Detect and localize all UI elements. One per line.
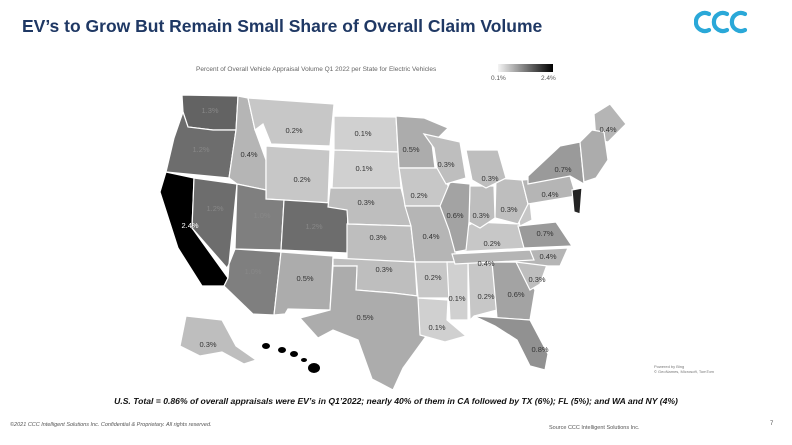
state-label-ak: 0.3% [199, 340, 216, 349]
state-label-ar: 0.2% [424, 273, 441, 282]
state-shape-ak [179, 315, 258, 365]
source-note: Source CCC Intelligent Solutions Inc. [549, 425, 640, 431]
state-shape-in [468, 185, 496, 229]
state-shape-nv [191, 177, 238, 270]
hawaii-island-1 [262, 343, 270, 349]
state-label-nc: 0.4% [539, 252, 556, 261]
state-label-mn: 0.5% [402, 145, 419, 154]
state-label-il: 0.6% [446, 211, 463, 220]
state-label-mo: 0.4% [422, 232, 439, 241]
state-shape-new-england [579, 129, 609, 183]
copyright-notice: ©2021 CCC Intelligent Solutions Inc. Con… [10, 422, 212, 428]
legend-gradient [498, 64, 553, 72]
state-shape-fl [473, 315, 549, 371]
state-label-mi: 0.3% [481, 174, 498, 183]
hawaii-island-3 [290, 351, 298, 357]
state-label-az: 1.0% [244, 267, 261, 276]
state-label-ut: 1.0% [253, 211, 270, 220]
state-label-wy: 0.2% [293, 175, 310, 184]
state-shape-mt [247, 97, 335, 147]
state-shape-tx [298, 265, 428, 391]
state-label-tn: 0.4% [477, 259, 494, 268]
state-label-nv: 1.2% [206, 204, 223, 213]
state-label-ok: 0.3% [375, 265, 392, 274]
state-label-nm: 0.5% [296, 274, 313, 283]
state-shape-ms [446, 261, 469, 321]
state-shape-la [417, 297, 468, 343]
state-label-co: 1.2% [305, 222, 322, 231]
state-label-fl: 0.8% [531, 345, 548, 354]
hawaii-island-2 [278, 347, 286, 353]
state-label-ne: 0.3% [357, 198, 374, 207]
map-attribution: Powered by Bing © GeoNames, Microsoft, T… [654, 364, 714, 374]
state-label-ky: 0.2% [483, 239, 500, 248]
state-label-ia: 0.2% [410, 191, 427, 200]
map-caption: Percent of Overall Vehicle Appraisal Vol… [196, 66, 437, 73]
state-label-ny: 0.7% [554, 165, 571, 174]
hawaii-island-4 [301, 358, 307, 362]
slide-title: EV’s to Grow But Remain Small Share of O… [22, 16, 543, 36]
state-label-mt: 0.2% [285, 126, 302, 135]
state-label-in: 0.3% [472, 211, 489, 220]
state-shape-nm [273, 251, 334, 316]
state-shape-az [223, 248, 282, 316]
state-label-la: 0.1% [428, 323, 445, 332]
state-label-ca: 2.4% [181, 221, 198, 230]
state-shape-il [439, 181, 471, 253]
state-label-sc: 0.3% [528, 275, 545, 284]
state-shape-mi [465, 149, 507, 189]
state-shape-nj [571, 187, 583, 215]
state-label-pa: 0.4% [541, 190, 558, 199]
attribution-line-2: © GeoNames, Microsoft, TomTom [654, 369, 714, 374]
hawaii-island-5 [308, 363, 320, 373]
attribution-line-1: Powered by Bing [654, 364, 685, 369]
state-label-al: 0.2% [477, 292, 494, 301]
state-label-oh: 0.3% [500, 205, 517, 214]
legend-max-label: 2.4% [541, 75, 556, 82]
state-label-ks: 0.3% [369, 233, 386, 242]
state-label-sd: 0.1% [355, 164, 372, 173]
summary-statement: U.S. Total = 0.86% of overall appraisals… [114, 396, 678, 406]
state-label-nd: 0.1% [354, 129, 371, 138]
state-label-wa: 1.3% [201, 106, 218, 115]
legend-min-label: 0.1% [491, 75, 506, 82]
state-shape-ks [346, 223, 416, 263]
state-shape-wi [422, 133, 467, 185]
state-label-ga: 0.6% [507, 290, 524, 299]
state-shape-ny [527, 141, 585, 186]
state-shape-va [517, 221, 574, 249]
page-number: 7 [770, 421, 774, 427]
ccc-logo [694, 10, 748, 34]
state-label-wi: 0.3% [437, 160, 454, 169]
state-shape-tn [451, 249, 535, 265]
state-label-or: 1.2% [192, 145, 209, 154]
state-label-ms: 0.1% [448, 294, 465, 303]
state-label-me: 0.4% [599, 125, 616, 134]
state-label-tx: 0.5% [356, 313, 373, 322]
state-label-id: 0.4% [240, 150, 257, 159]
state-label-va: 0.7% [536, 229, 553, 238]
